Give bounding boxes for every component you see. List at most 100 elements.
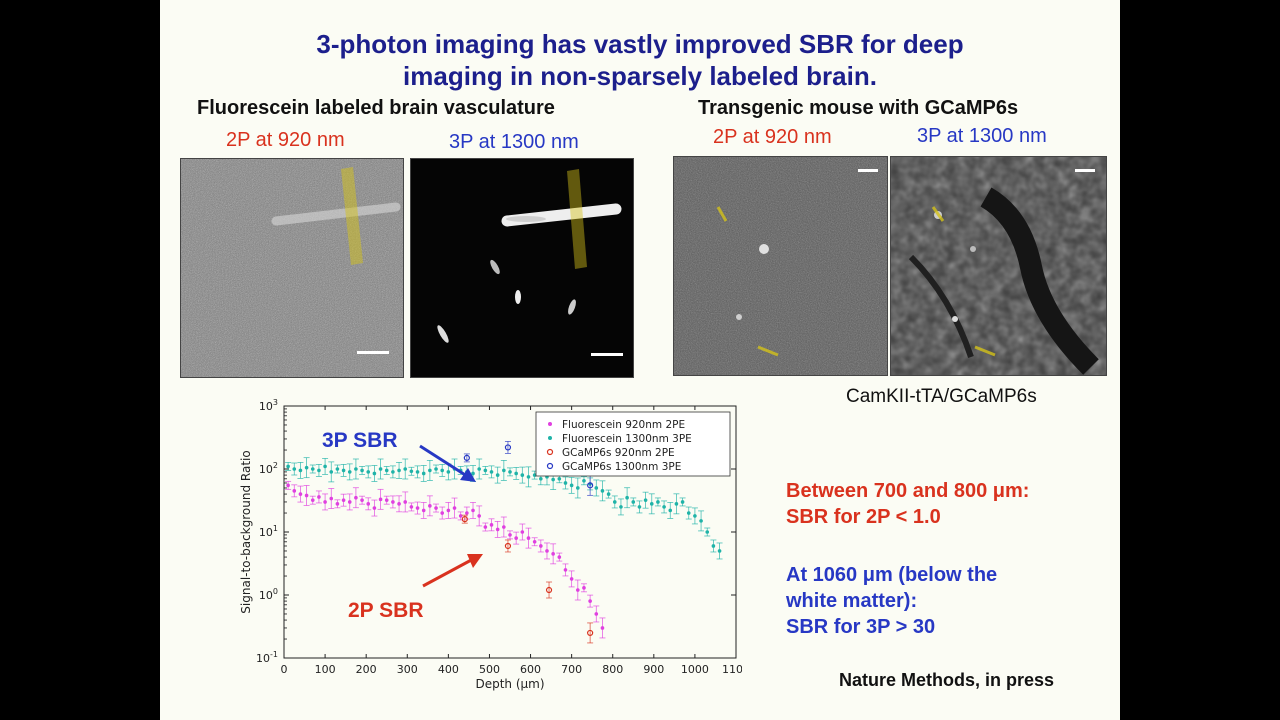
data-point [680, 500, 685, 504]
data-point [440, 468, 444, 473]
data-point [600, 489, 605, 493]
data-point [662, 505, 666, 509]
data-point [329, 470, 334, 474]
x-tick-label: 1000 [681, 663, 709, 676]
data-point [545, 586, 553, 594]
left-subtitle: Fluorescein labeled brain vasculature [197, 97, 555, 119]
data-point [298, 468, 303, 473]
data-point [397, 502, 401, 506]
annotation-2p-sbr: 2P SBR [348, 599, 424, 622]
data-point [526, 536, 531, 540]
legend-label: Fluorescein 920nm 2PE [562, 419, 685, 431]
y-tick-label: 10-1 [256, 650, 278, 665]
data-point [477, 467, 481, 471]
data-point [582, 586, 586, 590]
data-point [594, 612, 599, 616]
data-point [489, 470, 494, 474]
data-point [397, 468, 401, 473]
data-point [471, 471, 475, 476]
note-3p-line-1: At 1060 μm (below the [786, 564, 998, 586]
series-2 [461, 514, 594, 644]
chart-y-axis-label: Signal-to-background Ratio [239, 450, 253, 613]
data-point [366, 502, 371, 506]
data-point [483, 468, 488, 473]
data-point [317, 468, 321, 473]
data-point [403, 467, 408, 471]
x-tick-label: 700 [561, 663, 582, 676]
legend-label: Fluorescein 1300nm 3PE [562, 433, 692, 445]
data-point [551, 552, 555, 556]
data-point [286, 483, 290, 488]
data-point [563, 481, 568, 485]
label-3p-vasculature: 3P at 1300 nm [449, 131, 579, 153]
data-point [477, 514, 481, 518]
image-3p-gcamp [890, 156, 1107, 376]
x-tick-label: 0 [281, 663, 288, 676]
data-point [421, 471, 426, 476]
data-point [421, 508, 426, 513]
image-2p-gcamp [673, 156, 888, 376]
data-point [668, 508, 673, 513]
data-point [329, 496, 334, 501]
data-point [520, 530, 525, 534]
image-2p-vasculature-graphic [181, 159, 403, 377]
x-tick-label: 400 [438, 663, 459, 676]
data-point [391, 500, 395, 504]
data-point [391, 470, 395, 474]
note-3p-depth: At 1060 μm (below the white matter): SBR… [786, 562, 997, 640]
data-point [502, 468, 506, 473]
image-3p-gcamp-graphic [891, 157, 1106, 375]
data-point [711, 544, 716, 548]
data-point [452, 506, 457, 510]
data-point [366, 470, 371, 474]
data-point [551, 477, 555, 482]
data-point [674, 502, 679, 506]
data-point [504, 444, 512, 451]
y-tick-label: 101 [259, 524, 278, 539]
data-point [434, 506, 438, 510]
label-2p-vasculature: 2P at 920 nm [226, 129, 345, 151]
right-subtitle: Transgenic mouse with GCaMP6s [698, 97, 1019, 119]
data-point [384, 498, 389, 502]
legend-label: GCaMP6s 1300nm 3PE [562, 461, 681, 473]
data-point [304, 465, 309, 470]
image-2p-gcamp-graphic [674, 157, 887, 375]
x-tick-label: 900 [643, 663, 664, 676]
data-point [341, 468, 346, 473]
data-point [372, 471, 377, 476]
data-point [508, 533, 512, 537]
data-point [563, 568, 568, 572]
data-point [446, 508, 451, 513]
y-tick-label: 103 [259, 398, 278, 413]
legend-marker [548, 422, 552, 426]
series-0 [285, 480, 606, 639]
legend-marker [546, 462, 554, 470]
data-point [428, 468, 432, 473]
legend-marker [548, 436, 552, 440]
data-point [415, 470, 420, 474]
data-point [286, 464, 290, 469]
data-point [693, 514, 697, 518]
data-point [458, 514, 463, 518]
data-point [409, 505, 414, 509]
data-point [347, 500, 352, 504]
data-point [495, 473, 500, 477]
chart-x-axis-label: Depth (μm) [475, 677, 544, 691]
data-point [354, 495, 358, 500]
data-point [440, 511, 444, 515]
data-point [360, 498, 364, 502]
data-point [643, 498, 648, 502]
data-point [409, 469, 414, 474]
data-point [483, 525, 488, 529]
data-point [415, 506, 420, 510]
image-3p-vasculature-graphic [411, 159, 633, 377]
data-point [465, 511, 469, 515]
camkii-caption: CamKII-tTA/GCaMP6s [846, 386, 1037, 407]
data-point [428, 504, 432, 508]
data-point [557, 476, 562, 481]
data-point [360, 468, 364, 473]
data-point [446, 470, 451, 474]
data-point [600, 626, 605, 630]
image-3p-vasculature [410, 158, 634, 378]
data-point [335, 502, 340, 506]
